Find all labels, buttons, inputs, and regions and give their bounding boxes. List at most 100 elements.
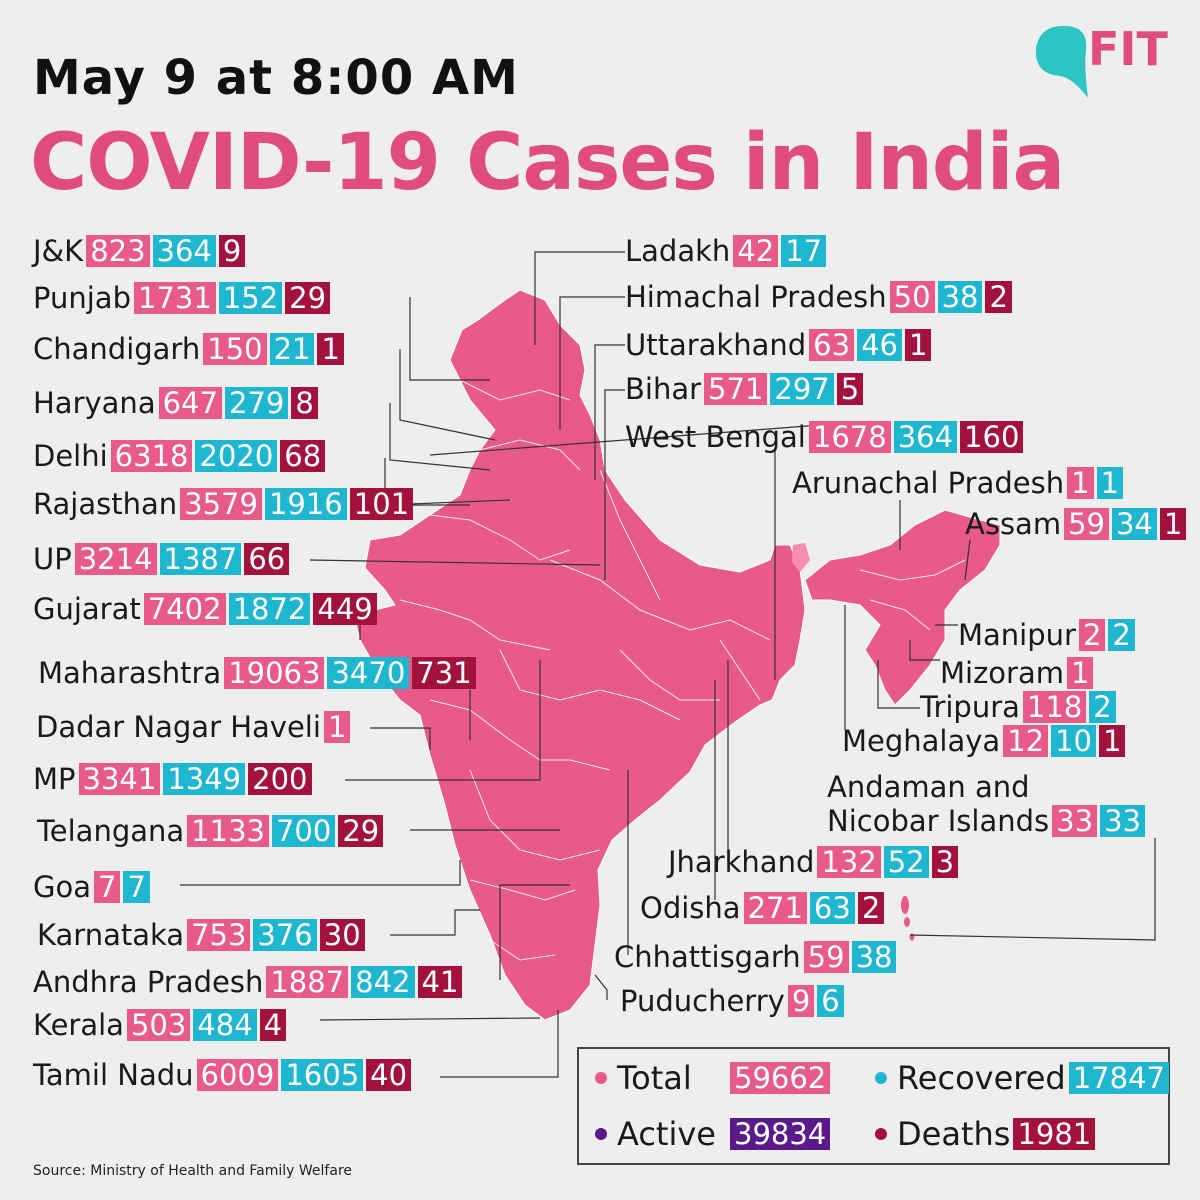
sikkim-outline — [792, 543, 810, 572]
state-row-delhi: Delhi 6318 2020 68 — [33, 439, 328, 473]
recovered-badge: 17 — [781, 235, 827, 267]
state-name: Andhra Pradesh — [33, 965, 264, 999]
deaths-badge: 8 — [291, 387, 318, 419]
leader-line-bihar — [604, 389, 625, 580]
deaths-badge: 200 — [248, 763, 312, 795]
recovered-badge: 484 — [193, 1009, 257, 1041]
leader-lines — [180, 251, 1156, 1078]
recovered-badge: 2 — [1108, 619, 1135, 651]
deaths-badge: 40 — [366, 1059, 412, 1091]
total-badge: 503 — [126, 1009, 191, 1041]
deaths-badge: 4 — [259, 1009, 287, 1041]
state-name: Meghalaya — [842, 724, 1001, 758]
state-row-mizoram: Mizoram 1 — [940, 656, 1096, 690]
deaths-badge: 101 — [349, 488, 414, 520]
logo-text: FIT — [1088, 22, 1168, 76]
andaman-islands — [901, 896, 915, 941]
recovered-badge: 700 — [271, 815, 336, 847]
state-row-meghalaya: Meghalaya 12 10 1 — [842, 724, 1128, 758]
state-name: West Bengal — [625, 420, 806, 454]
deaths-badge: 68 — [280, 440, 326, 472]
internal-borders — [399, 379, 966, 961]
deaths-badge: 1 — [904, 329, 932, 361]
leader-line-mp — [345, 660, 541, 781]
total-badge: 59 — [803, 941, 849, 973]
state-name: Haryana — [33, 386, 156, 420]
recovered-badge: 152 — [218, 282, 283, 314]
legend-active-label: Active — [617, 1115, 716, 1153]
state-row-punjab: Punjab 1731 152 29 — [33, 281, 333, 315]
total-badge: 1731 — [133, 282, 216, 314]
state-name: J&K — [33, 234, 84, 268]
state-name: Jharkhand — [668, 845, 815, 879]
recovered-badge: 279 — [224, 387, 289, 419]
total-badge: 150 — [203, 333, 267, 365]
deaths-badge: 731 — [412, 657, 476, 689]
state-row-odisha: Odisha 271 63 2 — [640, 891, 887, 925]
state-name: Andaman and — [827, 770, 1030, 804]
total-badge: 59 — [1064, 508, 1109, 540]
state-name: Rajasthan — [33, 487, 178, 521]
state-name: Maharashtra — [38, 656, 222, 690]
total-badge: 9 — [787, 985, 815, 1017]
state-row-haryana: Haryana 647 279 8 — [33, 386, 321, 420]
state-row-bihar: Bihar 571 297 5 — [625, 372, 866, 406]
recovered-badge: 63 — [809, 892, 855, 924]
state-name: Karnataka — [37, 918, 185, 952]
state-name: Tripura — [920, 690, 1020, 724]
state-row-chhattisgarh: Chhattisgarh 59 38 — [614, 940, 899, 974]
total-badge: 823 — [86, 235, 150, 267]
total-badge: 63 — [809, 329, 855, 361]
recovered-badge: 297 — [770, 373, 834, 405]
legend-recovered-label: Recovered — [897, 1059, 1066, 1097]
state-name: UP — [33, 542, 72, 576]
total-badge: 1133 — [187, 815, 269, 847]
leader-line-punjab — [409, 297, 490, 381]
total-badge: 2 — [1078, 619, 1106, 651]
deaths-badge: 29 — [338, 815, 384, 847]
deaths-badge: 30 — [319, 919, 365, 951]
legend-active: Active 39834 — [595, 1115, 833, 1153]
total-badge: 42 — [733, 235, 779, 267]
state-row-karnataka: Karnataka 753 376 30 — [37, 918, 368, 952]
total-badge: 3579 — [180, 488, 262, 520]
state-row-kerala: Kerala 503 484 4 — [33, 1008, 289, 1042]
recovered-badge: 6 — [817, 985, 844, 1017]
state-row-manipur: Manipur 2 2 — [958, 618, 1138, 652]
deaths-badge: 3 — [931, 846, 959, 878]
recovered-badge: 52 — [883, 846, 929, 878]
recovered-badge: 376 — [253, 919, 317, 951]
recovered-badge: 364 — [152, 235, 216, 267]
leader-line-goa — [180, 860, 461, 886]
state-row-assam: Assam 59 34 1 — [965, 507, 1189, 541]
state-row-andhra-pradesh: Andhra Pradesh 1887 842 41 — [33, 965, 465, 999]
state-name: Uttarakhand — [625, 328, 807, 362]
state-name-line2: Nicobar Islands — [827, 804, 1050, 838]
recovered-badge: 33 — [1100, 805, 1145, 837]
state-name: Bihar — [625, 372, 702, 406]
state-name: Himachal Pradesh — [625, 280, 887, 314]
leader-line-andaman-and — [909, 838, 1156, 941]
state-name: Ladakh — [625, 234, 731, 268]
recovered-badge: 38 — [937, 281, 983, 313]
recovered-badge: 3470 — [327, 657, 410, 689]
recovered-badge: 1 — [1096, 467, 1123, 499]
state-row-telangana: Telangana 1133 700 29 — [37, 814, 386, 848]
state-row-ladakh: Ladakh 42 17 — [625, 234, 829, 268]
legend: Total 59662 Recovered 17847 Active 39834… — [577, 1047, 1170, 1165]
deaths-badge: 449 — [313, 593, 377, 625]
deaths-badge: 66 — [244, 543, 290, 575]
deaths-badge: 41 — [417, 966, 463, 998]
state-row-gujarat: Gujarat 7402 1872 449 — [33, 592, 380, 626]
legend-deaths-label: Deaths — [897, 1115, 1011, 1153]
deaths-badge: 9 — [218, 235, 246, 267]
leader-line-dadar-nagar-haveli — [370, 727, 431, 750]
legend-total-label: Total — [617, 1059, 692, 1097]
india-map-shape — [354, 289, 1001, 1021]
total-badge: 647 — [158, 387, 222, 419]
leader-line-mizoram — [909, 640, 940, 661]
state-name: Punjab — [33, 281, 131, 315]
deaths-badge: 160 — [960, 421, 1024, 453]
